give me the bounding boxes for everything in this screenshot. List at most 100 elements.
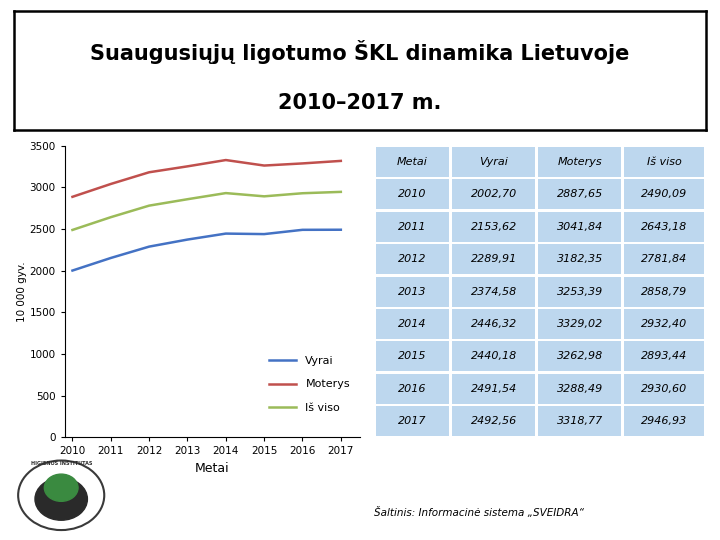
Text: 2643,18: 2643,18 — [641, 222, 688, 232]
Text: Šaltinis: Informacinė sistema „SVEIDRA“: Šaltinis: Informacinė sistema „SVEIDRA“ — [374, 508, 585, 518]
Legend: Vyrai, Moterys, Iš viso: Vyrai, Moterys, Iš viso — [264, 352, 354, 417]
Text: 3182,35: 3182,35 — [557, 254, 603, 264]
Vyrai — [336, 226, 345, 233]
Vyrai — [68, 267, 77, 274]
Bar — [452, 406, 536, 436]
Text: 2491,54: 2491,54 — [470, 384, 517, 394]
Moterys — [145, 169, 153, 176]
Text: 3329,02: 3329,02 — [557, 319, 603, 329]
Bar — [452, 276, 536, 307]
Text: 2012: 2012 — [398, 254, 427, 264]
Bar — [624, 309, 704, 339]
Bar — [538, 212, 621, 242]
Text: 2014: 2014 — [398, 319, 427, 329]
Text: 2932,40: 2932,40 — [641, 319, 688, 329]
Bar — [376, 341, 449, 372]
Bar — [376, 147, 449, 177]
Bar — [538, 406, 621, 436]
Y-axis label: 10 000 gyv.: 10 000 gyv. — [17, 261, 27, 322]
Bar — [538, 309, 621, 339]
Text: 2858,79: 2858,79 — [641, 287, 688, 296]
Text: 2015: 2015 — [398, 352, 427, 361]
Text: 2002,70: 2002,70 — [470, 190, 517, 199]
Text: 2492,56: 2492,56 — [470, 416, 517, 426]
X-axis label: Metai: Metai — [195, 462, 230, 475]
Vyrai — [145, 244, 153, 250]
Bar — [452, 244, 536, 274]
Bar — [624, 147, 704, 177]
Bar — [376, 406, 449, 436]
Text: 2011: 2011 — [398, 222, 427, 232]
Iš viso — [222, 190, 230, 197]
Text: Vyrai: Vyrai — [480, 157, 508, 167]
Text: 2016: 2016 — [398, 384, 427, 394]
Bar — [624, 374, 704, 404]
Moterys — [68, 193, 77, 200]
Text: 2887,65: 2887,65 — [557, 190, 603, 199]
Text: 3318,77: 3318,77 — [557, 416, 603, 426]
Bar — [538, 374, 621, 404]
Bar — [376, 244, 449, 274]
Iš viso — [145, 202, 153, 209]
Iš viso — [107, 214, 115, 220]
Line: Moterys: Moterys — [73, 160, 341, 197]
Text: 2289,91: 2289,91 — [470, 254, 517, 264]
Text: 3041,84: 3041,84 — [557, 222, 603, 232]
Moterys — [222, 157, 230, 163]
Moterys — [260, 163, 269, 169]
Bar — [376, 276, 449, 307]
Bar — [376, 179, 449, 210]
Iš viso — [183, 196, 192, 202]
Text: Moterys: Moterys — [557, 157, 602, 167]
Bar — [624, 244, 704, 274]
Bar — [452, 179, 536, 210]
Text: 2374,58: 2374,58 — [470, 287, 517, 296]
Bar — [452, 309, 536, 339]
Text: 2017: 2017 — [398, 416, 427, 426]
Circle shape — [45, 474, 78, 501]
Iš viso — [336, 188, 345, 195]
Vyrai — [222, 231, 230, 237]
Text: 2446,32: 2446,32 — [470, 319, 517, 329]
Text: 2893,44: 2893,44 — [641, 352, 688, 361]
Bar — [452, 147, 536, 177]
Bar — [452, 212, 536, 242]
Text: 2010–2017 m.: 2010–2017 m. — [279, 93, 441, 113]
Bar — [452, 341, 536, 372]
Bar — [452, 374, 536, 404]
Text: 2930,60: 2930,60 — [641, 384, 688, 394]
Text: Iš viso: Iš viso — [647, 157, 682, 167]
Iš viso — [298, 190, 307, 197]
Text: 2153,62: 2153,62 — [470, 222, 517, 232]
Vyrai — [183, 237, 192, 243]
Text: 2490,09: 2490,09 — [641, 190, 688, 199]
Iš viso — [260, 193, 269, 200]
Bar — [624, 406, 704, 436]
Text: 3253,39: 3253,39 — [557, 287, 603, 296]
Vyrai — [260, 231, 269, 238]
Vyrai — [298, 227, 307, 233]
Bar — [538, 179, 621, 210]
Text: 2946,93: 2946,93 — [641, 416, 688, 426]
Line: Iš viso: Iš viso — [73, 192, 341, 230]
Circle shape — [35, 478, 87, 520]
Text: 2781,84: 2781,84 — [641, 254, 688, 264]
Bar — [538, 244, 621, 274]
Bar — [624, 212, 704, 242]
Text: Suaugusiųjų ligotumo ŠKL dinamika Lietuvoje: Suaugusiųjų ligotumo ŠKL dinamika Lietuv… — [90, 40, 630, 64]
Text: HIGIENOS INSTITUTAS: HIGIENOS INSTITUTAS — [30, 461, 92, 465]
Moterys — [183, 163, 192, 170]
Vyrai — [107, 255, 115, 261]
Line: Vyrai: Vyrai — [73, 230, 341, 271]
Text: 2013: 2013 — [398, 287, 427, 296]
Text: 2010: 2010 — [398, 190, 427, 199]
Bar — [376, 374, 449, 404]
Bar — [538, 276, 621, 307]
Moterys — [107, 181, 115, 187]
Text: Metai: Metai — [397, 157, 428, 167]
Bar — [624, 341, 704, 372]
Bar — [624, 179, 704, 210]
Iš viso — [68, 227, 77, 233]
Text: 2440,18: 2440,18 — [470, 352, 517, 361]
Text: 3262,98: 3262,98 — [557, 352, 603, 361]
